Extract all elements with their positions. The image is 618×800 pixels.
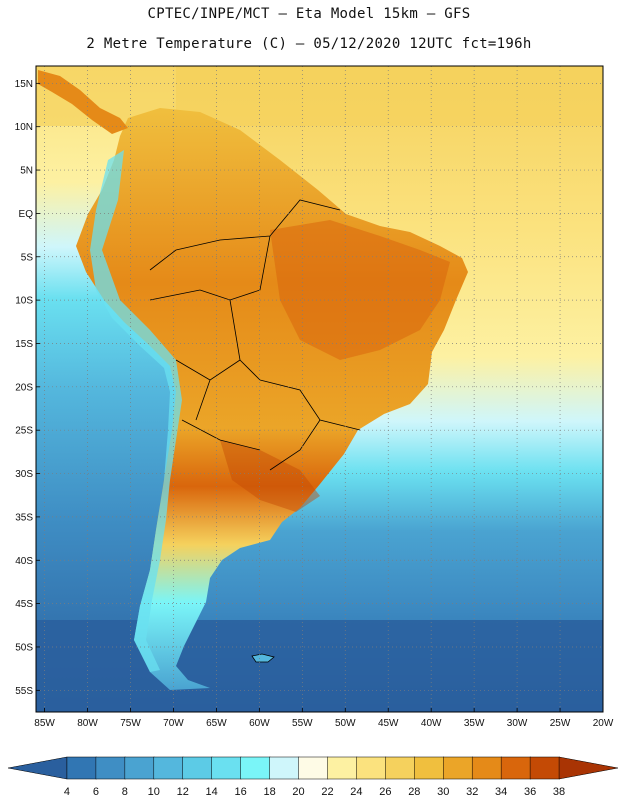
lat-label: 20S (15, 382, 33, 393)
lon-label: 20W (593, 718, 614, 729)
colorbar-swatch (356, 756, 387, 780)
andes-cold-strip (90, 150, 182, 672)
central-america-landmass (38, 70, 128, 134)
lon-label: 40W (421, 718, 442, 729)
colorbar-swatch (500, 756, 531, 780)
colorbar-swatch (240, 756, 271, 780)
colorbar-label: 8 (122, 786, 128, 798)
border-andes (149, 249, 261, 451)
hot-interior-zone (270, 220, 450, 360)
falkland-islands (251, 653, 275, 663)
lat-label: 35S (15, 512, 33, 523)
lat-label: 50S (15, 642, 33, 653)
colorbar-swatch (298, 756, 329, 780)
colorbar-label: 14 (206, 786, 218, 798)
lon-label: 30W (507, 718, 528, 729)
lon-label: 45W (378, 718, 399, 729)
lon-label: 80W (77, 718, 98, 729)
lat-label: 10N (15, 122, 33, 133)
lon-label: 35W (464, 718, 485, 729)
lon-label: 50W (335, 718, 356, 729)
lon-label: 70W (163, 718, 184, 729)
lat-label: 10S (15, 296, 33, 307)
longitude-labels: 85W 80W 75W 70W 65W 60W 55W 50W 45W 40W 35W 30W 25W 2… (34, 708, 614, 729)
lat-label: EQ (19, 209, 34, 220)
southern-ocean-band (36, 620, 603, 712)
colorbar: 4 6 8 10 12 14 16 18 20 22 24 26 28 30 32 34 36 38 (7, 756, 618, 798)
lon-label: 65W (206, 718, 227, 729)
colorbar-label: 32 (466, 786, 478, 798)
colorbar-label: 22 (321, 786, 333, 798)
lon-label: 85W (34, 718, 55, 729)
colorbar-swatch (66, 756, 97, 780)
colorbar-swatch (211, 756, 242, 780)
colorbar-right-triangle (558, 756, 618, 780)
lat-label: 15S (15, 339, 33, 350)
colorbar-swatch (182, 756, 213, 780)
lon-label: 25W (550, 718, 571, 729)
colorbar-swatch (153, 756, 184, 780)
country-borders (149, 199, 361, 471)
colorbar-label: 18 (263, 786, 275, 798)
lat-label: 55S (15, 686, 33, 697)
border-brazil (175, 199, 361, 471)
caribbean-band (36, 66, 603, 126)
colorbar-swatch (414, 756, 445, 780)
map-title-line1: CPTEC/INPE/MCT – Eta Model 15km – GFS (147, 6, 471, 22)
colorbar-swatch (471, 756, 502, 780)
colorbar-swatch (269, 756, 300, 780)
map-title-line2: 2 Metre Temperature (C) – 05/12/2020 12U… (86, 36, 532, 52)
colorbar-label: 28 (408, 786, 420, 798)
lat-label: 25S (15, 426, 33, 437)
lat-label: 15N (15, 79, 33, 90)
lon-label: 60W (249, 718, 270, 729)
lat-label: 5S (21, 252, 34, 263)
colorbar-label: 4 (64, 786, 70, 798)
colorbar-swatch (529, 756, 560, 780)
hot-south-zone (220, 440, 320, 512)
colorbar-label: 6 (93, 786, 99, 798)
colorbar-swatch (385, 756, 416, 780)
colorbar-label: 10 (148, 786, 160, 798)
colorbar-label: 36 (524, 786, 536, 798)
lat-label: 45S (15, 599, 33, 610)
colorbar-label: 34 (495, 786, 507, 798)
colorbar-swatch (95, 756, 126, 780)
map-frame (35, 65, 604, 713)
temperature-field (36, 66, 603, 712)
lon-label: 55W (292, 718, 313, 729)
lat-label: 30S (15, 469, 33, 480)
colorbar-label: 26 (379, 786, 391, 798)
colorbar-swatch (124, 756, 155, 780)
graticule (36, 66, 603, 712)
lon-label: 75W (120, 718, 141, 729)
colorbar-label: 20 (292, 786, 304, 798)
latitude-labels: 15N 10N 5N EQ 5S 10S 15S 20S 25S 30S 35S 40S 45S 50S 5… (15, 79, 40, 697)
lat-label: 5N (20, 166, 33, 177)
colorbar-label: 30 (437, 786, 449, 798)
colorbar-label: 16 (235, 786, 247, 798)
colorbar-left-triangle (7, 756, 68, 780)
colorbar-swatch (443, 756, 473, 780)
colorbar-label: 12 (177, 786, 189, 798)
colorbar-label: 24 (350, 786, 362, 798)
colorbar-swatch (327, 756, 358, 780)
colorbar-label: 38 (553, 786, 565, 798)
lat-label: 40S (15, 556, 33, 567)
